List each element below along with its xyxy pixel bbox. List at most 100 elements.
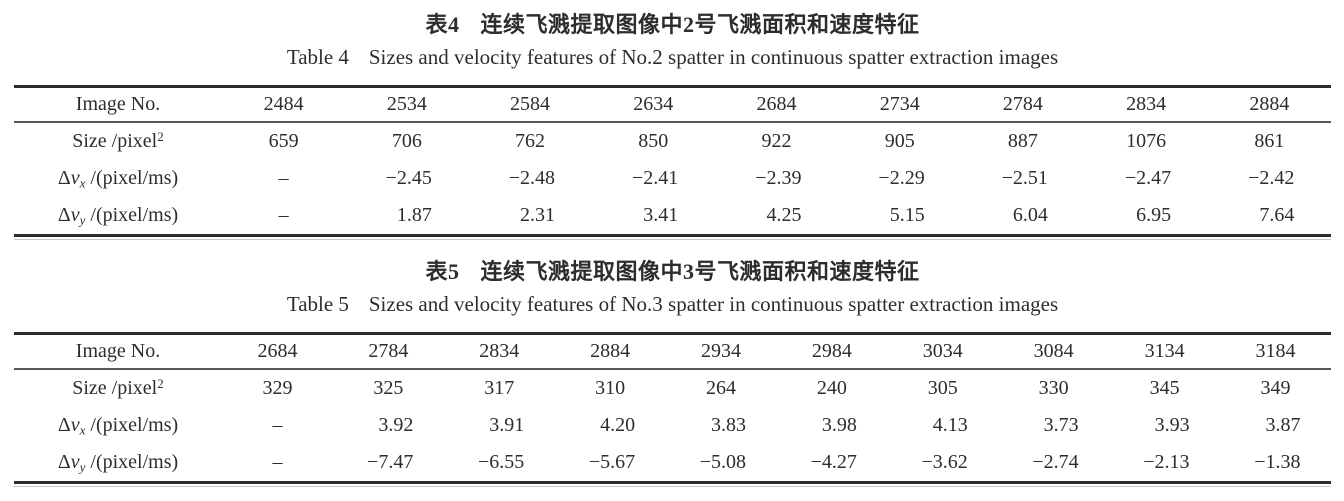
data-cell: −2.51: [1001, 167, 1048, 189]
data-cell: 4.20: [600, 414, 636, 436]
table4-caption-cn: 表4 连续飞溅提取图像中2号飞溅面积和速度特征: [14, 10, 1331, 40]
table4-caption-en-text: Sizes and velocity features of No.2 spat…: [368, 45, 1059, 69]
table5-caption-en-text: Sizes and velocity features of No.3 spat…: [368, 292, 1059, 316]
data-cell: 3.83: [711, 414, 746, 436]
table4-block: 表4 连续飞溅提取图像中2号飞溅面积和速度特征 Table 4 Sizes and …: [14, 10, 1331, 240]
data-cell: 3.93: [1154, 414, 1190, 436]
header-label: Image No.: [14, 86, 222, 123]
data-cell: –: [278, 167, 289, 189]
column-header: 2584: [468, 86, 592, 123]
column-header: 2784: [961, 86, 1085, 123]
data-cell: −7.47: [367, 451, 414, 473]
table5-rule-wrap: Image No. 2684 2784 2834 2884 2934 2984 3034 308…: [14, 332, 1331, 487]
data-cell: −2.74: [1032, 451, 1079, 473]
column-header: 2684: [714, 86, 839, 123]
data-cell: 6.04: [1012, 204, 1048, 226]
table5-caption-cn: 表5 连续飞溅提取图像中3号飞溅面积和速度特征: [14, 257, 1331, 287]
data-cell: −5.08: [699, 451, 746, 473]
data-cell: 4.13: [932, 414, 968, 436]
data-cell: 305: [927, 377, 958, 399]
column-header: 2834: [1084, 86, 1208, 123]
column-header: 2884: [554, 333, 666, 370]
data-cell: 6.95: [1136, 204, 1172, 226]
column-header: 2734: [838, 86, 962, 123]
data-cell: −2.48: [508, 167, 556, 189]
data-cell: 762: [515, 130, 546, 152]
data-cell: 1.87: [396, 204, 432, 226]
column-header: 2684: [222, 333, 333, 370]
row-label: Δvy /(pixel/ms): [57, 204, 179, 228]
data-cell: 3.41: [643, 204, 679, 226]
table5-block: 表5 连续飞溅提取图像中3号飞溅面积和速度特征 Table 5 Sizes and …: [14, 257, 1331, 487]
data-cell: 659: [268, 130, 299, 152]
data-cell: −2.47: [1124, 167, 1172, 189]
table4-caption-cn-text: 连续飞溅提取图像中2号飞溅面积和速度特征: [480, 12, 920, 37]
row-label: Δvx /(pixel/ms): [57, 414, 179, 438]
data-cell: 850: [638, 130, 669, 152]
column-header: 2484: [222, 86, 346, 123]
data-cell: −6.55: [477, 451, 525, 473]
data-cell: 861: [1254, 130, 1285, 152]
data-cell: 349: [1260, 377, 1291, 399]
data-cell: 3.87: [1265, 414, 1301, 436]
data-cell: 325: [373, 377, 404, 399]
data-cell: −3.62: [921, 451, 968, 473]
row-label: Δvy /(pixel/ms): [57, 451, 179, 475]
table4-caption-en-label: Table 4: [286, 45, 349, 69]
row-label: Δvx /(pixel/ms): [57, 167, 179, 191]
column-header: 2534: [345, 86, 469, 123]
data-cell: 706: [391, 130, 422, 152]
data-cell: −2.29: [878, 167, 925, 189]
data-cell: −4.27: [810, 451, 857, 473]
data-cell: 317: [484, 377, 515, 399]
data-cell: 329: [262, 377, 293, 399]
data-cell: 3.92: [378, 414, 414, 436]
data-cell: –: [278, 204, 289, 226]
row-label: Size /pixel2: [72, 129, 164, 152]
row-label: Size /pixel2: [72, 376, 164, 399]
data-cell: −2.13: [1143, 451, 1190, 473]
data-cell: 345: [1149, 377, 1180, 399]
data-cell: 240: [816, 377, 847, 399]
column-header: 2984: [776, 333, 888, 370]
column-header: 3084: [998, 333, 1110, 370]
data-cell: –: [272, 414, 283, 436]
column-header: 3134: [1109, 333, 1221, 370]
data-cell: –: [272, 451, 283, 473]
data-cell: 3.91: [489, 414, 525, 436]
table4: Image No. 2484 2534 2584 2634 2684 2734 2784 283…: [14, 85, 1331, 237]
column-header: 2784: [332, 333, 444, 370]
data-cell: 2.31: [520, 204, 556, 226]
data-cell: 887: [1007, 130, 1038, 152]
data-cell: −2.41: [631, 167, 679, 189]
data-cell: −2.39: [755, 167, 802, 189]
column-header: 2834: [443, 333, 555, 370]
data-cell: −2.42: [1248, 167, 1295, 189]
data-cell: 3.73: [1043, 414, 1079, 436]
column-header: 3184: [1220, 333, 1331, 370]
data-cell: 310: [595, 377, 626, 399]
data-cell: 5.15: [889, 204, 925, 226]
data-cell: 7.64: [1259, 204, 1295, 226]
data-cell: 1076: [1126, 130, 1167, 152]
column-header: 2884: [1207, 86, 1331, 123]
data-cell: 264: [706, 377, 736, 399]
column-header: 2634: [591, 86, 715, 123]
table5-caption-en: Table 5 Sizes and velocity features of No…: [14, 289, 1331, 319]
table5-caption-cn-text: 连续飞溅提取图像中3号飞溅面积和速度特征: [480, 259, 920, 284]
table4-rule-wrap: Image No. 2484 2534 2584 2634 2684 2734 2784 283…: [14, 85, 1331, 240]
data-cell: −2.45: [385, 167, 432, 189]
table5-caption-en-label: Table 5: [286, 292, 349, 316]
data-cell: 922: [761, 130, 792, 152]
column-header: 3034: [887, 333, 999, 370]
table4-caption-cn-label: 表4: [425, 12, 460, 37]
data-cell: −1.38: [1254, 451, 1301, 473]
header-label: Image No.: [14, 333, 222, 370]
data-cell: 330: [1038, 377, 1069, 399]
table5: Image No. 2684 2784 2834 2884 2934 2984 3034 308…: [14, 332, 1331, 484]
data-cell: −5.67: [588, 451, 636, 473]
data-cell: 4.25: [766, 204, 802, 226]
data-cell: 905: [884, 130, 915, 152]
data-cell: 3.98: [821, 414, 857, 436]
